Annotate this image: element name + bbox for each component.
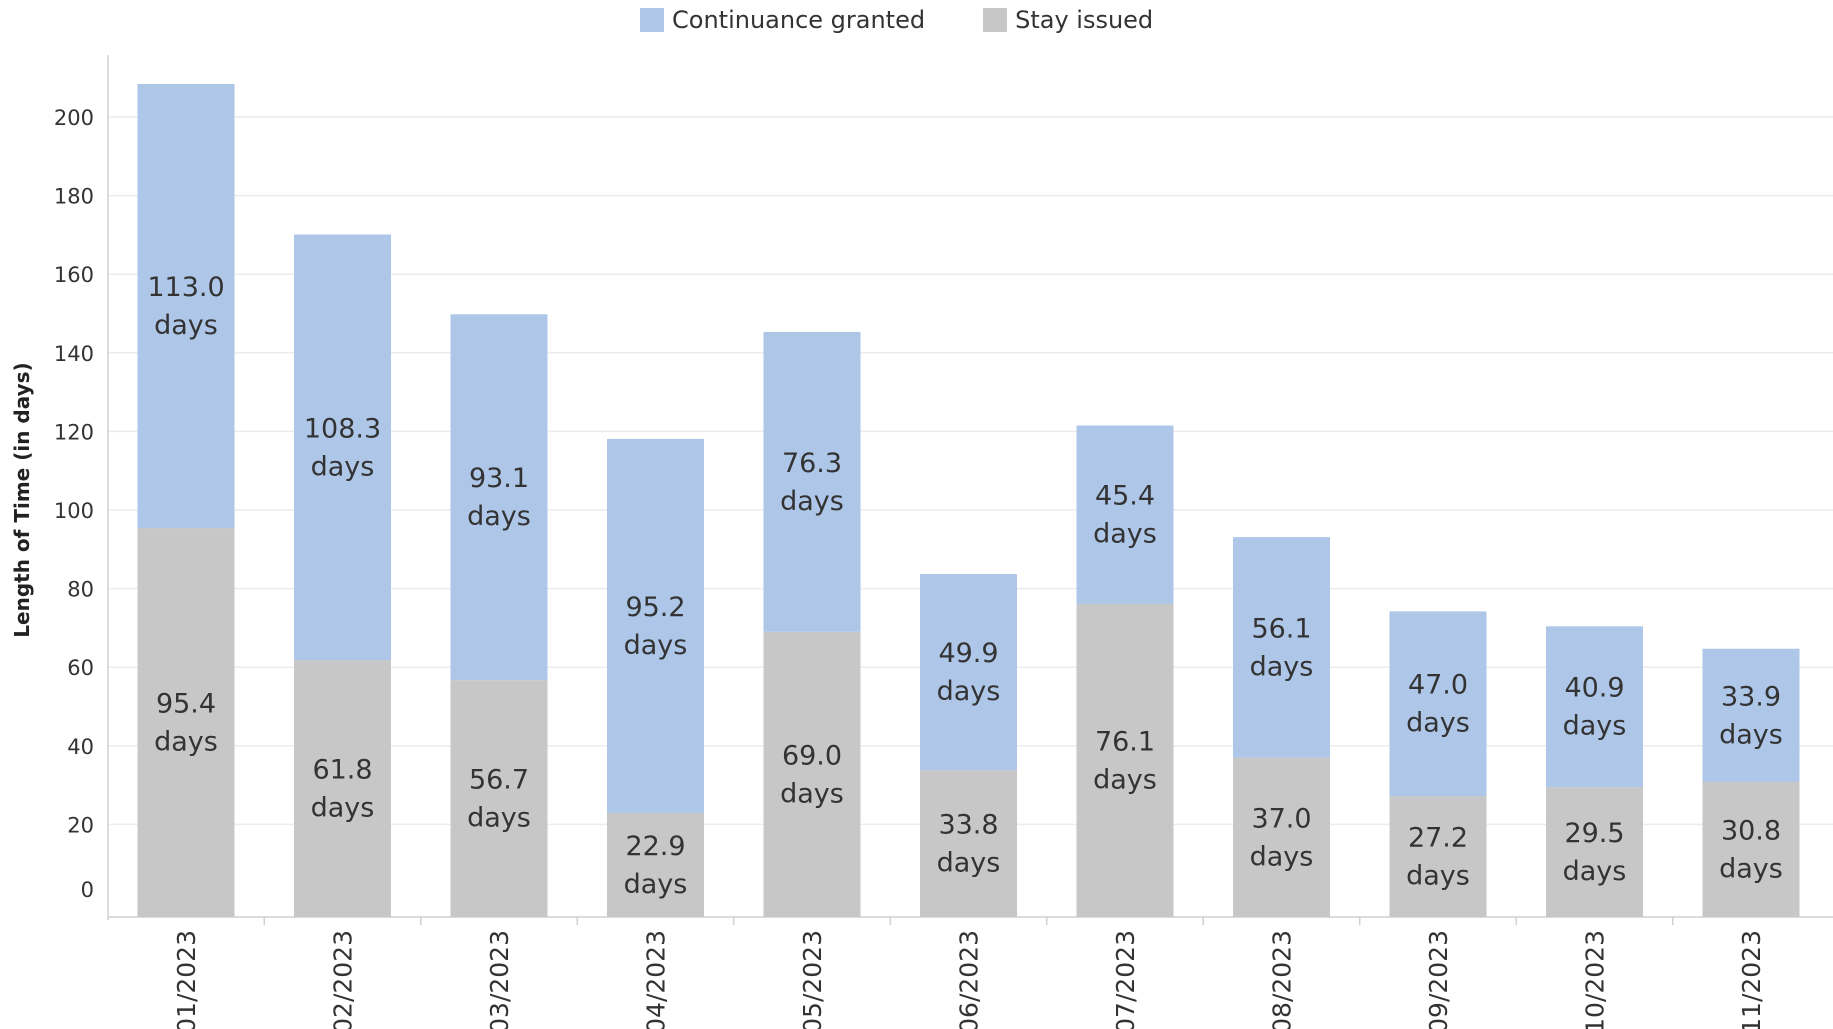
y-tick-label: 200	[54, 106, 94, 130]
data-label-continuance: 95.2	[625, 592, 685, 623]
continuance-swatch	[640, 8, 664, 32]
y-tick-label: 60	[67, 656, 94, 680]
data-label-unit: days	[937, 676, 1001, 707]
bar-continuance-granted[interactable]	[450, 314, 548, 681]
data-label-unit: days	[780, 778, 844, 809]
data-label-unit: days	[154, 727, 218, 758]
bar-continuance-granted[interactable]	[294, 234, 391, 661]
bar-stay-issued[interactable]	[1076, 603, 1174, 917]
legend-label-continuance: Continuance granted	[672, 6, 926, 34]
bar-stay-issued[interactable]	[920, 770, 1017, 917]
bar-stay-issued[interactable]	[294, 660, 391, 917]
data-label-unit: days	[467, 501, 531, 532]
x-tick-label: 07/2023	[1111, 930, 1140, 1029]
data-label-unit: days	[467, 803, 531, 834]
bar-continuance-granted[interactable]	[1233, 537, 1330, 758]
data-label-unit: days	[937, 848, 1001, 879]
bar-continuance-granted[interactable]	[1546, 626, 1643, 788]
data-label-unit: days	[311, 793, 375, 824]
bar-stay-issued[interactable]	[1702, 781, 1800, 917]
data-label-stay: 30.8	[1721, 815, 1781, 846]
y-tick-label: 160	[54, 263, 94, 287]
y-tick-label: 100	[54, 499, 94, 523]
x-tick-label: 08/2023	[1268, 930, 1297, 1029]
data-label-continuance: 56.1	[1251, 613, 1311, 644]
data-label-unit: days	[624, 869, 688, 900]
data-label-continuance: 93.1	[469, 463, 529, 494]
data-label-continuance: 40.9	[1564, 673, 1624, 704]
data-label-stay: 76.1	[1095, 726, 1155, 757]
bar-stay-issued[interactable]	[450, 680, 548, 917]
bar-continuance-granted[interactable]	[763, 331, 861, 632]
legend-item-stay[interactable]: Stay issued	[983, 6, 1153, 34]
bar-stay-issued[interactable]	[1389, 796, 1487, 917]
y-tick-label: 180	[54, 185, 94, 209]
x-tick-label: 03/2023	[485, 930, 514, 1029]
data-label-continuance: 76.3	[782, 448, 842, 479]
legend-label-stay: Stay issued	[1015, 6, 1154, 34]
bar-stay-issued[interactable]	[607, 813, 704, 917]
legend: Continuance granted Stay issued	[640, 6, 1153, 34]
data-label-continuance: 49.9	[938, 638, 998, 669]
data-label-stay: 95.4	[156, 689, 216, 720]
data-label-unit: days	[780, 486, 844, 517]
bar-continuance-granted[interactable]	[1702, 648, 1800, 782]
data-label-unit: days	[1719, 719, 1783, 750]
data-label-continuance: 45.4	[1095, 481, 1155, 512]
data-label-unit: days	[154, 310, 218, 341]
data-label-stay: 29.5	[1564, 818, 1624, 849]
data-label-stay: 27.2	[1408, 823, 1468, 854]
y-tick-label: 40	[67, 735, 94, 759]
y-tick-label: 140	[54, 342, 94, 366]
x-tick-label: 02/2023	[329, 930, 358, 1029]
data-label-unit: days	[1563, 711, 1627, 742]
data-label-stay: 69.0	[782, 740, 842, 771]
data-label-stay: 56.7	[469, 765, 529, 796]
data-label-stay: 37.0	[1251, 803, 1311, 834]
data-label-unit: days	[624, 630, 688, 661]
data-label-unit: days	[1719, 853, 1783, 884]
data-label-stay: 33.8	[938, 810, 998, 841]
data-label-stay: 22.9	[625, 831, 685, 862]
y-tick-label: 80	[67, 578, 94, 602]
stay-swatch	[983, 8, 1008, 32]
bar-continuance-granted[interactable]	[920, 574, 1017, 771]
bar-stay-issued[interactable]	[763, 631, 861, 917]
legend-item-continuance[interactable]: Continuance granted	[640, 6, 925, 34]
y-tick-label: 0	[81, 878, 94, 902]
data-label-stay: 61.8	[312, 755, 372, 786]
x-tick-label: 01/2023	[172, 930, 201, 1029]
data-label-unit: days	[1093, 764, 1157, 795]
data-label-continuance: 47.0	[1408, 670, 1468, 701]
bar-continuance-granted[interactable]	[1389, 611, 1487, 797]
x-tick-label: 10/2023	[1581, 930, 1610, 1029]
bar-continuance-granted[interactable]	[607, 438, 704, 814]
data-label-unit: days	[311, 451, 375, 482]
bar-continuance-granted[interactable]	[1076, 425, 1174, 604]
data-label-unit: days	[1563, 856, 1627, 887]
x-tick-label: 06/2023	[955, 930, 984, 1029]
data-label-unit: days	[1250, 651, 1314, 682]
bar-stay-issued[interactable]	[1546, 787, 1643, 917]
data-label-unit: days	[1250, 841, 1314, 872]
data-label-continuance: 108.3	[304, 413, 381, 444]
x-tick-label: 05/2023	[798, 930, 827, 1029]
bar-stay-issued[interactable]	[1233, 757, 1330, 917]
data-label-unit: days	[1406, 708, 1470, 739]
bar-stay-issued[interactable]	[137, 528, 235, 917]
data-label-unit: days	[1093, 519, 1157, 550]
x-tick-label: 04/2023	[642, 930, 671, 1029]
y-tick-label: 120	[54, 420, 94, 444]
bar-continuance-granted[interactable]	[137, 83, 235, 529]
x-tick-label: 09/2023	[1424, 930, 1453, 1029]
x-tick-label: 11/2023	[1737, 930, 1766, 1029]
data-label-unit: days	[1406, 861, 1470, 892]
data-label-continuance: 113.0	[147, 272, 224, 303]
y-tick-label: 20	[67, 813, 94, 837]
data-label-continuance: 33.9	[1721, 681, 1781, 712]
